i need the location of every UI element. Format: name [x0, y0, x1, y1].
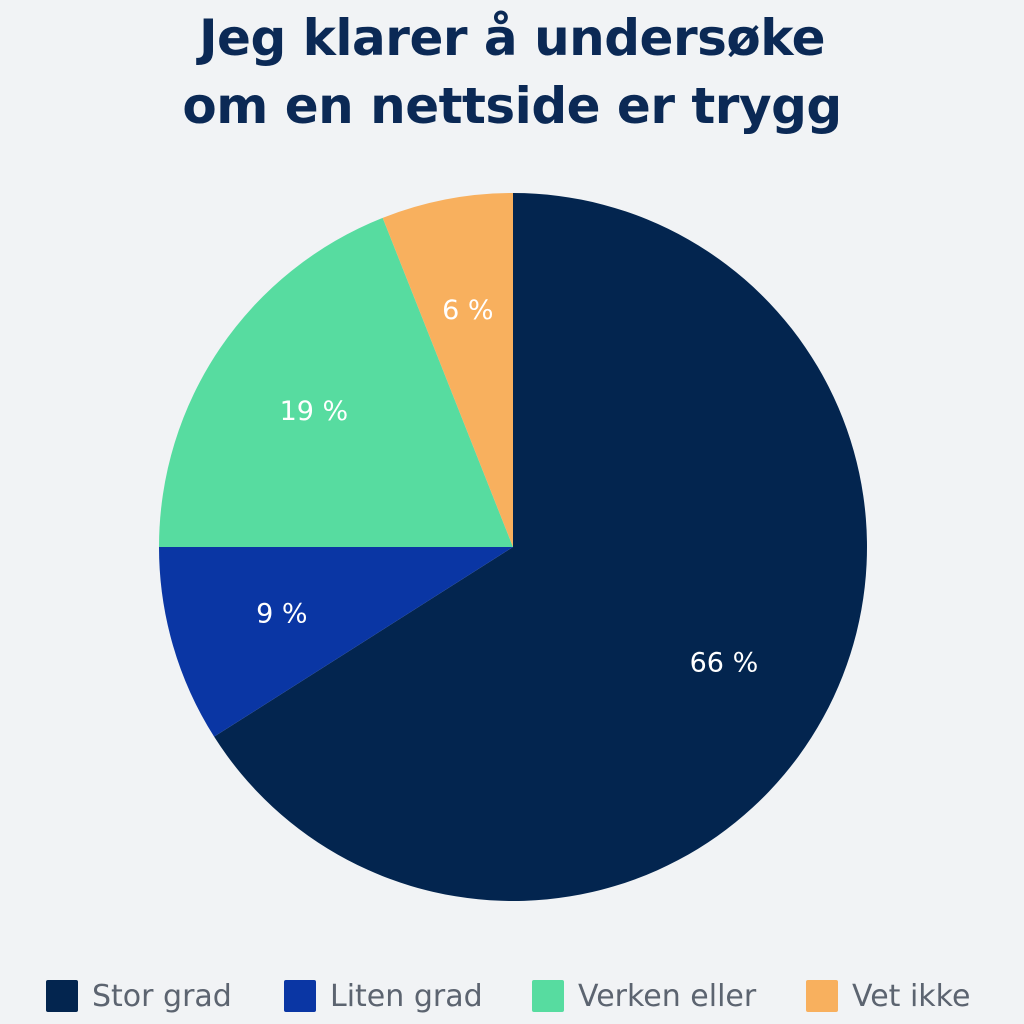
legend-label-vet-ikke: Vet ikke [852, 978, 971, 1014]
legend-swatch-liten-grad [284, 980, 316, 1012]
pie-slice-vet-ikke [382, 193, 513, 547]
legend-item-vet-ikke: Vet ikke [806, 972, 970, 1020]
chart-title: Jeg klarer å undersøke om en nettside er… [0, 0, 1024, 140]
legend-label-stor-grad: Stor grad [92, 978, 232, 1014]
slice-label-verken-eller: 19 % [280, 396, 349, 427]
pie-slice-liten-grad [159, 547, 513, 737]
legend-label-verken-eller: Verken eller [578, 978, 757, 1014]
legend-item-stor-grad: Stor grad [46, 972, 232, 1020]
legend-swatch-stor-grad [46, 980, 78, 1012]
chart-legend: Stor grad Liten grad Verken eller Vet ik… [0, 972, 1024, 1020]
legend-swatch-verken-eller [532, 980, 564, 1012]
pie-slice-stor-grad [214, 193, 867, 902]
slice-label-liten-grad: 9 % [256, 599, 307, 630]
slice-label-stor-grad: 66 % [690, 647, 759, 678]
legend-swatch-vet-ikke [806, 980, 838, 1012]
legend-label-liten-grad: Liten grad [330, 978, 483, 1014]
legend-item-liten-grad: Liten grad [284, 972, 483, 1020]
pie-slice-verken-eller [159, 217, 513, 547]
slice-label-vet-ikke: 6 % [442, 295, 493, 326]
chart-title-line-1: Jeg klarer å undersøke [198, 9, 826, 67]
chart-title-line-2: om en nettside er trygg [182, 77, 842, 135]
legend-item-verken-eller: Verken eller [532, 972, 756, 1020]
